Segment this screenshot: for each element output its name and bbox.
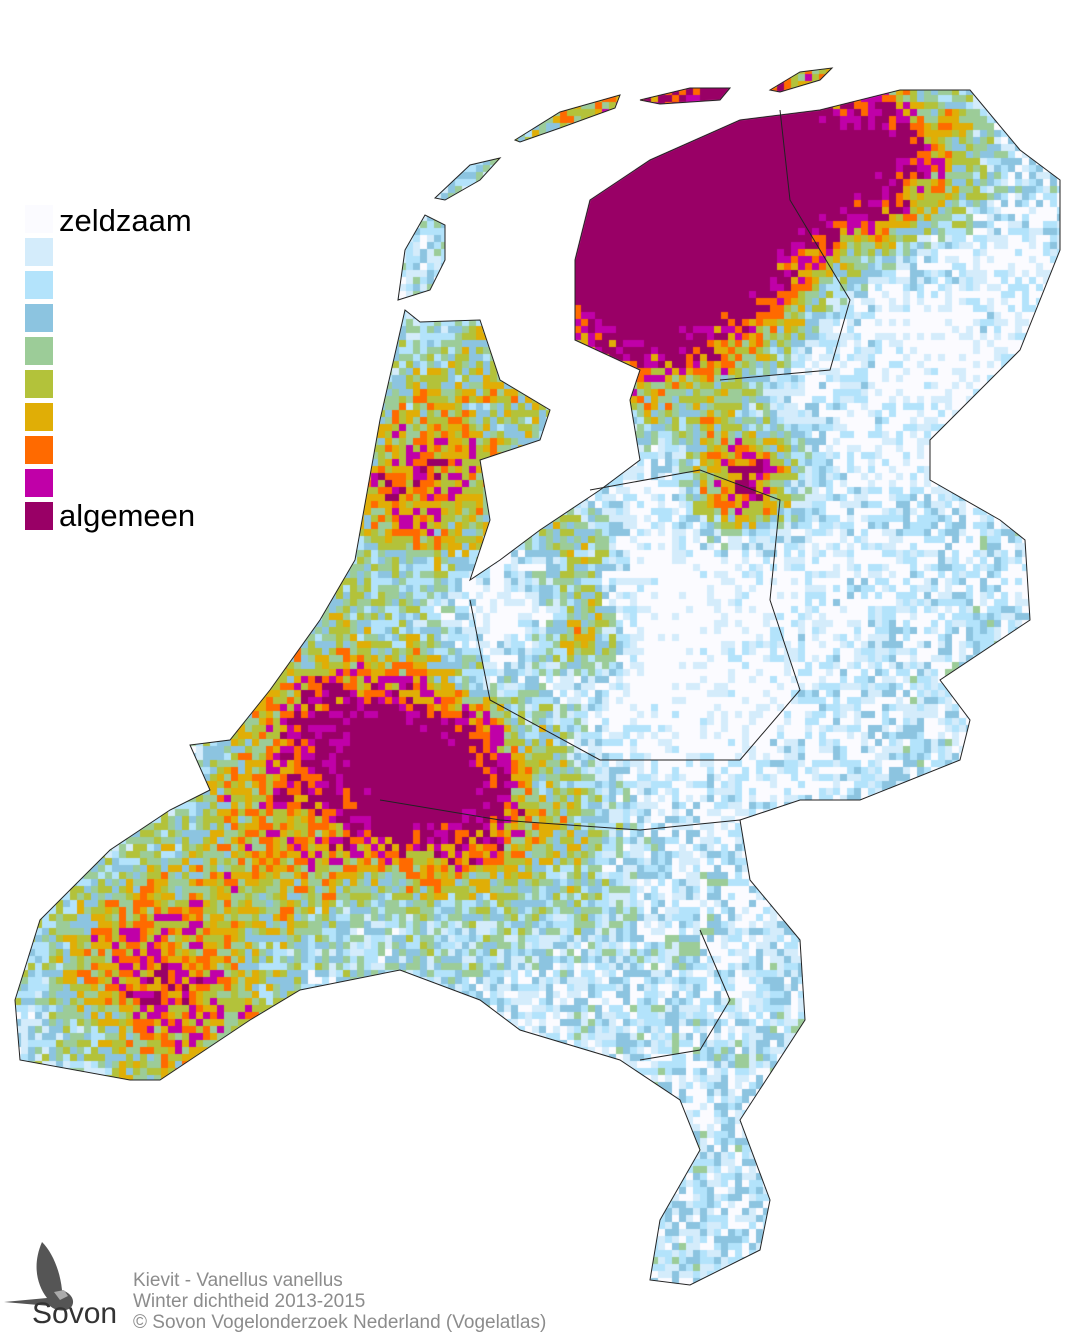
sovon-swallow-logo xyxy=(4,1242,74,1311)
province-border xyxy=(589,469,801,761)
island-outline xyxy=(397,214,446,301)
legend-swatch-3 xyxy=(25,271,53,299)
legend-swatch-5 xyxy=(25,337,53,365)
province-border xyxy=(719,109,851,381)
legend-swatch-10 xyxy=(25,502,53,530)
legend-swatch-4 xyxy=(25,304,53,332)
legend-swatch-2 xyxy=(25,238,53,266)
province-border xyxy=(379,799,741,831)
province-border xyxy=(469,599,740,761)
legend-swatch-1 xyxy=(25,205,53,233)
legend-swatch-6 xyxy=(25,370,53,398)
legend-bottom-label: algemeen xyxy=(59,498,196,533)
island-outline xyxy=(768,67,834,93)
island-outline xyxy=(513,94,621,143)
legend-swatch-9 xyxy=(25,469,53,497)
province-border xyxy=(639,929,731,1061)
island-outline xyxy=(639,87,732,105)
legend-top-label: zeldzaam xyxy=(59,203,192,238)
island-outline xyxy=(433,157,502,201)
species-title: Kievit - Vanellus vanellus xyxy=(133,1270,343,1291)
legend-swatch-8 xyxy=(25,436,53,464)
copyright: © Sovon Vogelonderzoek Nederland (Vogela… xyxy=(133,1312,547,1333)
legend-swatch-7 xyxy=(25,403,53,431)
mainland-outline xyxy=(14,89,1061,1286)
credits: Kievit - Vanellus vanellus Winter dichth… xyxy=(133,1270,546,1333)
season-subtitle: Winter dichtheid 2013-2015 xyxy=(133,1291,366,1312)
logo-text: Sovon xyxy=(32,1297,118,1330)
